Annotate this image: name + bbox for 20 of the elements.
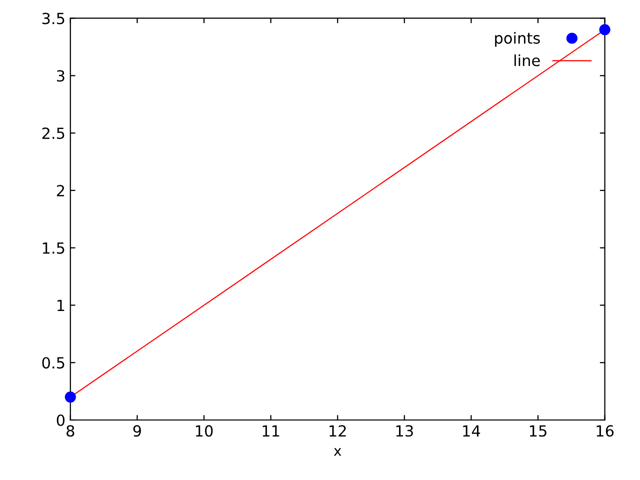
y-tick-label: 0.5 (42, 357, 64, 369)
y-tick-label: 1.5 (42, 242, 64, 254)
x-tick-label: 10 (196, 425, 213, 437)
y-tick-label: 0 (56, 414, 65, 426)
y-tick-label: 3 (56, 70, 64, 82)
y-tick-label: 2 (56, 184, 64, 196)
x-axis-title: x (334, 448, 342, 456)
x-tick-label: 14 (463, 425, 480, 436)
y-tick-label: 2.5 (42, 127, 64, 140)
y-tick-label: 1 (57, 300, 64, 312)
legend-label: line (514, 54, 540, 66)
legend-label: points (495, 32, 540, 47)
x-tick-label: 15 (530, 425, 546, 437)
x-tick-label: 9 (133, 425, 141, 437)
x-tick-label: 12 (330, 425, 346, 436)
x-tick-label: 16 (596, 425, 614, 437)
x-tick-label: 8 (66, 425, 74, 437)
x-tick-label: 11 (262, 425, 280, 436)
x-tick-label: 13 (396, 425, 413, 437)
y-tick-label: 3.5 (42, 12, 64, 24)
